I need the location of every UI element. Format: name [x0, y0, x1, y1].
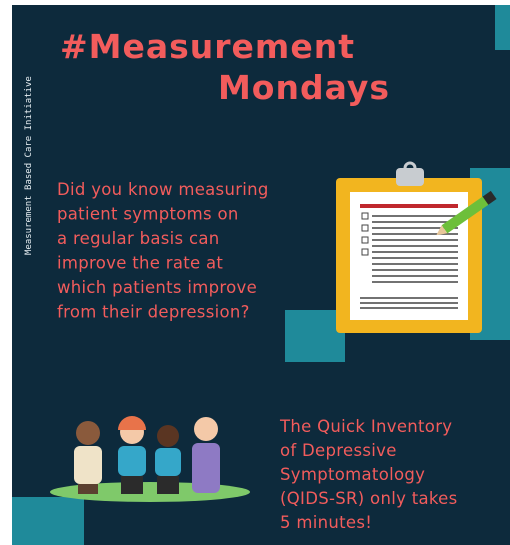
sidebar-text: Measurement Based Care Initiative — [24, 76, 34, 255]
title-line: Mondays — [218, 68, 390, 107]
accent-square — [495, 5, 510, 50]
fact-line: 5 minutes! — [280, 513, 372, 532]
question-line: Did you know measuring — [57, 180, 269, 199]
question-line: from their depression? — [57, 303, 250, 322]
fact-line: of Depressive — [280, 441, 397, 460]
poster: Measurement Based Care Initiative #Measu… — [0, 0, 510, 545]
fact-line: (QIDS-SR) only takes — [280, 489, 458, 508]
page: Measurement Based Care Initiative #Measu… — [0, 0, 510, 545]
title-line: #Measurement — [60, 27, 355, 66]
question-line: a regular basis can — [57, 229, 220, 248]
question-line: which patients improve — [57, 278, 257, 297]
fact-line: The Quick Inventory — [279, 417, 452, 436]
question-line: patient symptoms on — [57, 205, 239, 224]
fact-line: Symptomatology — [280, 465, 425, 484]
accent-square — [12, 497, 84, 545]
question-line: improve the rate at — [57, 254, 223, 273]
clipboard-illustration — [336, 163, 497, 333]
